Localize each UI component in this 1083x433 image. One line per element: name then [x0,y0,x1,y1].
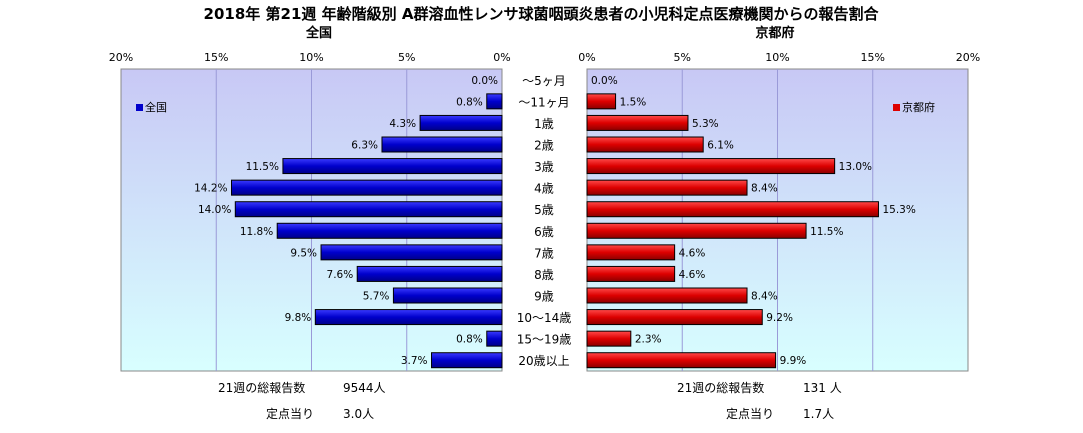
left-panel: 0% 5% 10% 15% 20% 0.0% 0.8% 4.3% 6.3% 11.5% 14.2% 1… [109,51,511,372]
left-panel-data-label: 4.3% [389,118,416,130]
left-panel-data-label: 0.0% [471,75,498,87]
left-panel-tick-label: 0% [493,51,510,64]
category-label: 5歳 [534,203,554,217]
category-label: 8歳 [534,268,554,282]
right-panel-data-label: 8.4% [751,291,778,303]
category-label: 4歳 [534,182,554,196]
category-label: 20歳以上 [518,354,569,368]
left-panel-bar [486,330,503,347]
left-panel-data-label: 14.2% [194,183,227,195]
category-label: 3歳 [534,160,554,174]
right-panel-data-label: 13.0% [839,161,872,173]
category-label: 10〜14歳 [517,311,572,325]
right-panel-bar [586,158,836,175]
right-legend-label: 京都府 [902,100,935,114]
right-panel-data-label: 11.5% [810,226,843,238]
right-panel-data-label: 4.6% [679,247,706,259]
left-panel-bar [314,309,503,326]
category-label: 15〜19歳 [517,333,572,347]
left-panel-data-label: 0.8% [456,334,483,346]
right-panel-bar [586,114,689,131]
right-panel-tick-label: 20% [956,51,980,64]
left-panel-bar [234,201,503,218]
right-total-label: 21週の総報告数 [677,380,764,395]
right-panel-bar [586,179,748,196]
left-panel-bar [381,136,503,153]
right-panel-data-label: 9.9% [780,355,807,367]
right-panel-tick-label: 5% [674,51,691,64]
right-panel-data-label: 5.3% [692,118,719,130]
right-panel-bar [586,93,617,110]
left-legend-swatch [136,104,143,111]
right-panel-data-label: 1.5% [620,96,647,108]
chart-title: 2018年 第21週 年齢階級別 A群溶血性レンサ球菌咽頭炎患者の小児科定点医療… [204,5,880,23]
left-panel-data-label: 3.7% [401,355,428,367]
left-panel-data-label: 5.7% [363,291,390,303]
right-panel-data-label: 0.0% [591,75,618,87]
right-per-site-label: 定点当り [726,406,774,421]
right-panel-bar [586,222,807,239]
right-panel-data-label: 2.3% [635,334,662,346]
right-panel-bar [586,309,763,326]
left-panel-tick-label: 10% [299,51,323,64]
left-per-site-label: 定点当り [266,406,314,421]
right-panel-tick-label: 0% [578,51,595,64]
right-panel-bar [586,201,879,218]
right-panel-data-label: 4.6% [679,269,706,281]
left-total-value: 9544人 [343,381,386,395]
left-panel-bar [486,93,503,110]
left-panel-bar [392,287,503,304]
left-panel-bar [419,114,503,131]
left-panel-tick-label: 15% [204,51,228,64]
right-panel-data-label: 8.4% [751,183,778,195]
left-panel-bar [320,244,503,261]
right-panel-bar [586,287,748,304]
left-panel-bar [230,179,503,196]
left-panel-data-label: 9.5% [290,247,317,259]
category-label: 2歳 [534,139,554,153]
left-panel-data-label: 6.3% [351,140,378,152]
category-label: 1歳 [534,117,554,131]
category-label: 〜5ヶ月 [522,74,566,88]
category-label: 〜11ヶ月 [518,95,569,109]
left-panel-data-label: 14.0% [198,204,231,216]
left-panel-data-label: 11.8% [240,226,273,238]
right-total-value: 131 人 [803,381,842,395]
left-panel-bar [282,158,503,175]
right-panel-bar [586,136,704,153]
left-per-site-value: 3.0人 [343,407,374,421]
right-panel: 0% 5% 10% 15% 20% 0.0%1.5% 5.3% 6.1% 13.0% 8.4% 15… [578,51,980,372]
left-panel-data-label: 9.8% [285,312,312,324]
left-panel-data-label: 7.6% [327,269,354,281]
left-panel-data-label: 11.5% [246,161,279,173]
right-panel-bar [586,330,632,347]
left-panel-data-label: 0.8% [456,96,483,108]
category-label: 7歳 [534,246,554,260]
left-total-label: 21週の総報告数 [218,380,305,395]
right-per-site-value: 1.7人 [803,407,834,421]
right-panel-title: 京都府 [755,25,794,41]
category-labels: 〜5ヶ月〜11ヶ月 1歳 2歳 3歳 4歳 5歳 6歳 7歳 8歳 9歳 10〜14歳 15〜19歳 2… [517,74,572,368]
right-panel-data-label: 15.3% [882,204,915,216]
right-panel-tick-label: 10% [765,51,789,64]
left-panel-tick-label: 5% [398,51,415,64]
right-panel-tick-label: 15% [861,51,885,64]
right-panel-bar [586,265,676,282]
left-panel-tick-label: 20% [109,51,133,64]
left-panel-bar [356,265,503,282]
right-panel-bar [586,244,676,261]
left-legend-label: 全国 [145,100,167,114]
left-panel-title: 全国 [305,25,332,41]
right-legend-swatch [893,104,900,111]
left-panel-bar [431,352,503,369]
right-panel-data-label: 9.2% [766,312,793,324]
category-label: 6歳 [534,225,554,239]
left-panel-bar [276,222,503,239]
category-label: 9歳 [534,290,554,304]
right-panel-bar [586,352,777,369]
right-panel-data-label: 6.1% [707,140,734,152]
